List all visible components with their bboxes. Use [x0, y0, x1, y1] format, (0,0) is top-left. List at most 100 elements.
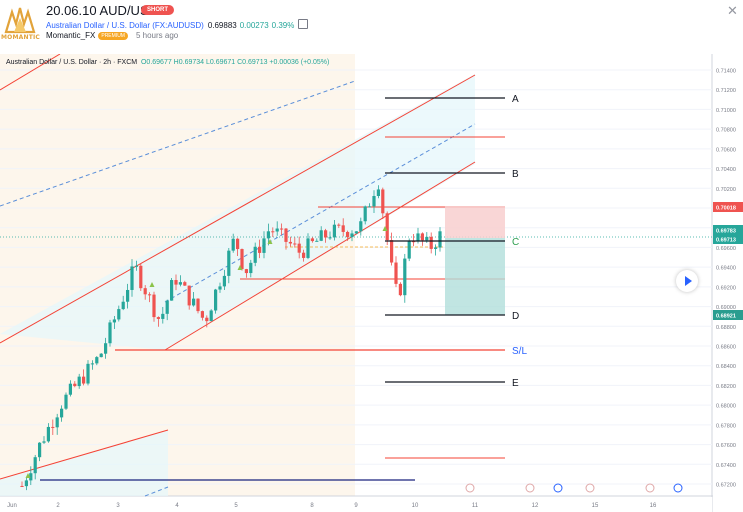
candle-body	[90, 363, 94, 365]
candle-body	[183, 282, 187, 286]
candle-body	[324, 230, 328, 238]
candle-body	[126, 289, 130, 302]
candle-body	[156, 317, 160, 319]
candle-body	[148, 294, 152, 296]
candle-body	[262, 238, 266, 253]
time-label: 12	[532, 503, 539, 509]
event-marker-icon	[673, 483, 683, 493]
candle-body	[222, 275, 226, 287]
candle-body	[134, 265, 138, 267]
momantic-logo	[4, 7, 36, 34]
candle-body	[231, 238, 235, 251]
signal-triangle-icon	[237, 265, 243, 270]
price-tick: 0.68200	[716, 384, 736, 390]
price-axis: 0.71400 0.71200 0.71000 0.70800 0.70600 0.704…	[713, 54, 743, 512]
price-tick: 0.71000	[716, 108, 736, 114]
candle-body	[209, 310, 213, 322]
candle-body	[398, 283, 402, 296]
candle-body	[275, 228, 279, 232]
candle-body	[117, 309, 121, 320]
time-label: 15	[592, 503, 599, 509]
symbol-link[interactable]: Australian Dollar / U.S. Dollar (FX:AUDU…	[46, 21, 204, 30]
candle-body	[280, 228, 284, 230]
candle-body	[368, 206, 372, 208]
candle-body	[310, 238, 314, 242]
level-label-d: D	[512, 311, 519, 322]
price-tick: 0.70200	[716, 187, 736, 193]
candle-body	[64, 394, 68, 409]
candle-body	[434, 247, 438, 249]
candle-body	[359, 221, 363, 232]
price-tag: 0.70018	[716, 206, 736, 212]
candle-body	[297, 243, 301, 253]
candle-body	[236, 238, 240, 250]
price-tick: 0.68400	[716, 364, 736, 370]
price-tag: 0.69713	[716, 238, 736, 244]
candle-body	[253, 246, 257, 263]
play-button[interactable]	[676, 270, 698, 292]
price-tag-bg	[713, 225, 743, 235]
candle-body	[258, 246, 262, 253]
price-tick: 0.68800	[716, 325, 736, 331]
signal-triangle-icon	[149, 282, 155, 287]
candle-body	[192, 298, 196, 306]
price-tag-bg	[713, 202, 743, 212]
price-tag-bg	[713, 310, 743, 320]
candle-body	[42, 441, 46, 443]
candle-body	[337, 224, 341, 226]
calendar-icon[interactable]	[298, 19, 309, 29]
price-tick: 0.68000	[716, 404, 736, 410]
candle-body	[346, 231, 350, 238]
candle-body	[200, 311, 204, 318]
candle-body	[293, 243, 297, 245]
close-icon[interactable]: ✕	[727, 3, 738, 18]
candle-body	[412, 241, 416, 243]
candle-body	[104, 343, 108, 354]
channel-lower	[164, 161, 476, 351]
level-lines: A B C D S/L E	[385, 94, 527, 389]
candle-body	[341, 225, 345, 232]
candle-body	[178, 282, 182, 285]
candle-body	[288, 241, 292, 244]
premium-badge: PREMIUM	[98, 32, 128, 40]
level-label-sl: S/L	[512, 346, 527, 357]
level-label-e: E	[512, 378, 519, 389]
price-tag-bg	[713, 234, 743, 244]
candle-body	[187, 285, 191, 306]
candle-body	[152, 294, 156, 318]
lower-channel-line	[0, 429, 169, 480]
author-name[interactable]: Momantic_FX	[46, 31, 96, 40]
signal-triangle-icon	[382, 226, 388, 231]
candle-body	[170, 280, 174, 301]
chart-title: Australian Dollar / U.S. Dollar · 2h · F…	[6, 59, 329, 66]
symbol-change: 0.00273	[239, 21, 269, 30]
candle-body	[244, 269, 248, 274]
candle-body	[394, 262, 398, 284]
chart-drawings	[0, 54, 712, 497]
candle-body	[315, 240, 319, 242]
time-label: 3	[116, 503, 120, 509]
time-label: 4	[175, 503, 179, 509]
event-marker-icon	[525, 483, 535, 493]
price-tick: 0.69000	[716, 305, 736, 311]
time-label: 16	[650, 503, 657, 509]
logo-text: MOMANTIC	[1, 34, 41, 41]
price-tick: 0.68600	[716, 345, 736, 351]
price-tick: 0.69600	[716, 246, 736, 252]
reward-zone	[445, 238, 505, 315]
time-label: 5	[234, 503, 238, 509]
candle-body	[33, 457, 37, 474]
price-tick: 0.67600	[716, 443, 736, 449]
level-label-b: B	[512, 169, 519, 180]
price-tick: 0.67200	[716, 483, 736, 489]
candle-body	[425, 236, 429, 241]
ohlc-values: O0.69677 H0.69734 L0.69671 C0.69713 +0.0…	[140, 59, 330, 66]
candle-body	[319, 230, 323, 241]
price-tick: 0.69200	[716, 285, 736, 291]
time-label: 11	[472, 503, 479, 509]
price-tick: 0.67800	[716, 423, 736, 429]
price-tick: 0.69400	[716, 266, 736, 272]
candle-body	[302, 252, 306, 258]
idea-title: 20.06.10 AUD/USD	[46, 3, 159, 18]
